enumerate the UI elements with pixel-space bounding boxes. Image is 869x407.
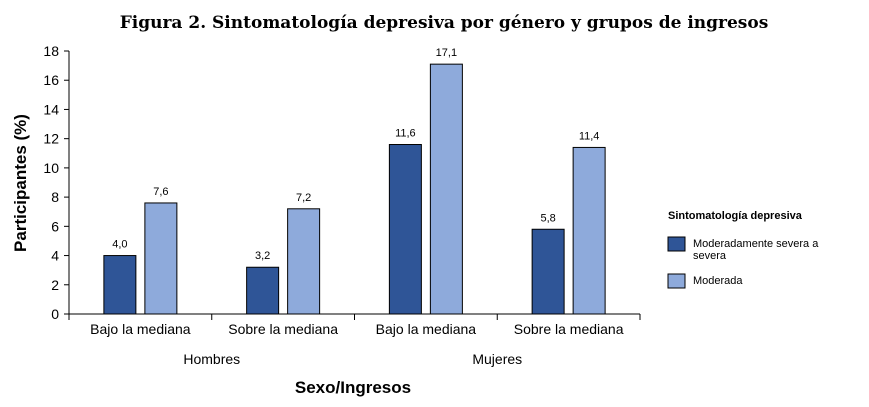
bar (287, 208, 321, 315)
legend-swatch (667, 236, 686, 252)
data-label: 11,4 (579, 130, 600, 142)
data-label: 4,0 (112, 239, 127, 251)
bar (388, 144, 422, 315)
legend-label: Moderadamente severa a (693, 238, 819, 250)
bar (144, 202, 178, 315)
data-label: 17,1 (436, 47, 457, 59)
y-tick-label: 12 (43, 131, 59, 147)
bars: 4,0 7,6 3,2 7,2 11,6 17,1 5,8 11,4 (103, 47, 606, 315)
y-tick-label: 18 (43, 43, 59, 59)
bar (531, 228, 565, 315)
group-label: Hombres (183, 351, 240, 367)
bar (103, 255, 137, 315)
legend-title: Sintomatología depresiva (668, 210, 803, 222)
x-axis-title: Sexo/Ingresos (295, 378, 411, 397)
legend-swatch (667, 273, 686, 289)
y-axis-title: Participantes (%) (11, 114, 30, 252)
category-label: Sobre la mediana (514, 321, 624, 337)
category-label: Bajo la mediana (90, 321, 191, 337)
y-tick-label: 0 (51, 306, 59, 322)
y-tick-label: 10 (43, 160, 59, 176)
bar (429, 63, 463, 315)
x-labels: Bajo la mediana Sobre la mediana Bajo la m… (68, 314, 641, 367)
data-label: 3,2 (255, 250, 270, 262)
bar (572, 146, 606, 315)
y-tick-label: 14 (43, 101, 59, 117)
y-tick-label: 6 (51, 218, 59, 234)
chart-title: Figura 2. Sintomatología depresiva por g… (120, 13, 769, 33)
y-ticks: 0 2 4 6 8 10 12 14 16 18 (43, 43, 69, 322)
y-tick-label: 16 (43, 72, 59, 88)
legend-label: Moderada (693, 275, 743, 287)
group-label: Mujeres (472, 351, 522, 367)
y-tick-label: 4 (51, 248, 59, 264)
category-label: Sobre la mediana (228, 321, 338, 337)
y-tick-label: 8 (51, 189, 59, 205)
bar (246, 266, 280, 315)
data-label: 5,8 (540, 212, 555, 224)
data-label: 11,6 (395, 128, 416, 140)
category-label: Bajo la mediana (376, 321, 477, 337)
data-label: 7,6 (153, 186, 168, 198)
legend: Sintomatología depresiva Moderadamente s… (667, 210, 819, 289)
y-tick-label: 2 (51, 277, 59, 293)
legend-label: severa (693, 250, 727, 262)
data-label: 7,2 (296, 192, 311, 204)
